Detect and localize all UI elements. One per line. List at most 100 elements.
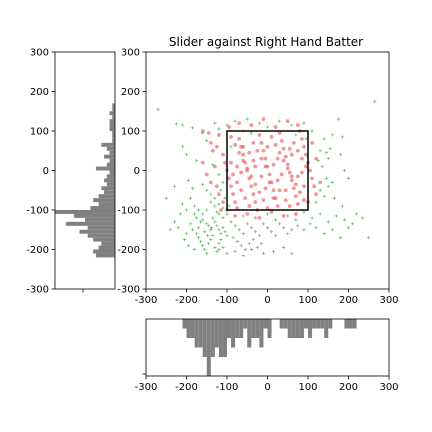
data-point: [263, 186, 268, 191]
data-point: [294, 133, 298, 137]
histogram-bar: [104, 178, 115, 183]
data-point: [225, 251, 229, 256]
data-point: [235, 164, 240, 169]
data-point: [251, 192, 256, 197]
histogram-bar: [344, 319, 349, 329]
histogram-bar: [198, 319, 203, 348]
data-point: [367, 236, 371, 240]
data-point: [229, 184, 233, 189]
histogram-bar: [263, 319, 268, 329]
data-point: [274, 234, 278, 238]
data-point: [172, 220, 176, 224]
data-point: [265, 226, 270, 230]
data-point: [241, 253, 245, 258]
histogram-bar: [259, 319, 264, 348]
data-point: [233, 249, 237, 254]
data-point: [205, 251, 209, 256]
data-point: [210, 226, 214, 230]
data-point: [310, 216, 314, 220]
x-tick-label: -100: [216, 295, 239, 306]
data-point: [211, 216, 215, 220]
data-point: [274, 218, 278, 222]
data-point: [269, 135, 274, 139]
data-point: [217, 247, 221, 252]
data-point: [197, 208, 201, 212]
data-point: [275, 204, 280, 208]
histogram-bar: [287, 319, 292, 338]
histogram-bar: [95, 253, 115, 258]
data-point: [289, 174, 294, 179]
data-point: [214, 144, 219, 149]
data-point: [210, 148, 215, 153]
data-point: [219, 188, 223, 192]
histogram-bar: [104, 190, 115, 195]
data-point: [257, 121, 261, 125]
data-point: [290, 251, 294, 256]
data-point: [249, 226, 253, 230]
histogram-bar: [222, 319, 227, 357]
x-tick-label: 200: [339, 382, 358, 393]
data-point: [237, 228, 241, 232]
data-point: [180, 145, 185, 149]
data-point: [231, 172, 235, 177]
data-point: [287, 204, 292, 208]
histogram-bar: [328, 319, 333, 329]
data-point: [257, 190, 262, 195]
histogram-bar: [279, 319, 284, 329]
data-point: [265, 144, 270, 149]
histogram-bar: [112, 115, 115, 120]
histogram-bar: [320, 319, 325, 329]
data-point: [283, 198, 288, 203]
data-point: [197, 226, 201, 230]
data-point: [241, 152, 246, 157]
histogram-bar: [106, 146, 115, 151]
data-point: [241, 214, 245, 218]
histogram-bar: [182, 319, 187, 329]
data-point: [178, 212, 183, 216]
data-point: [324, 176, 328, 180]
data-point: [219, 238, 223, 242]
data-point: [221, 152, 225, 157]
data-point: [193, 212, 197, 216]
data-point: [286, 214, 290, 218]
data-point: [195, 159, 199, 163]
data-point: [249, 247, 253, 252]
data-point: [219, 208, 223, 212]
data-point: [290, 228, 294, 232]
data-point: [217, 172, 221, 177]
data-point: [176, 226, 180, 230]
data-point: [294, 218, 298, 222]
histogram-bar: [291, 319, 296, 338]
data-point: [312, 184, 316, 189]
data-point: [241, 144, 246, 149]
data-point: [231, 192, 235, 197]
data-point: [304, 164, 308, 169]
data-point: [190, 126, 195, 130]
data-point: [318, 188, 322, 192]
data-point: [273, 125, 278, 129]
data-point: [200, 160, 205, 165]
data-point: [190, 186, 195, 190]
data-point: [314, 200, 318, 204]
data-point: [239, 243, 243, 248]
x-tick-label: -300: [135, 295, 158, 306]
histogram-bar: [267, 319, 272, 338]
data-point: [239, 188, 244, 193]
data-point: [205, 188, 209, 192]
histogram-bar: [65, 221, 115, 226]
histogram-bar: [109, 123, 115, 128]
data-point: [221, 206, 225, 210]
data-point: [310, 140, 314, 145]
data-point: [184, 153, 189, 157]
x-tick-label: -300: [135, 382, 158, 393]
y-tick-label: 200: [30, 87, 49, 98]
data-point: [231, 236, 235, 240]
histogram-bar: [235, 319, 240, 338]
data-point: [174, 122, 178, 126]
data-point: [205, 222, 209, 226]
data-point: [314, 192, 318, 197]
histogram-bar: [112, 134, 115, 139]
data-point: [249, 174, 254, 179]
data-point: [261, 148, 266, 153]
data-point: [282, 245, 286, 250]
